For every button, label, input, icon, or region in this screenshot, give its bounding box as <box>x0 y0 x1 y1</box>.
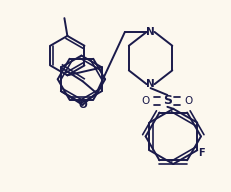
Text: S: S <box>163 94 172 108</box>
Text: O: O <box>184 96 192 106</box>
Text: N: N <box>146 27 155 37</box>
Text: N: N <box>146 79 155 89</box>
Text: O: O <box>78 100 87 110</box>
Text: F: F <box>198 148 204 158</box>
Text: O: O <box>142 96 150 106</box>
